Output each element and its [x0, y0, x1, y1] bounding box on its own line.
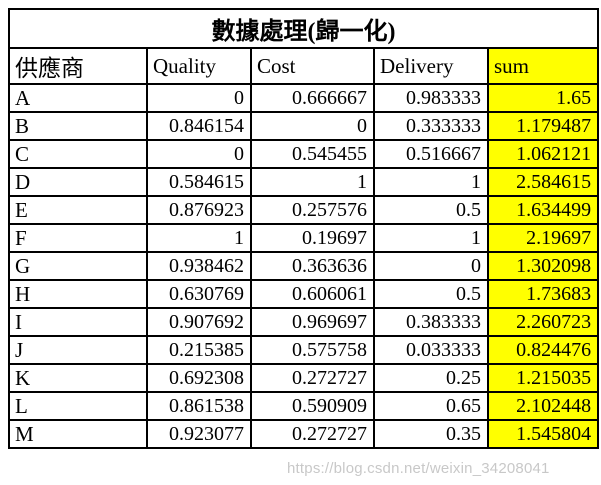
cell-quality: 0.923077 — [146, 419, 252, 449]
cell-quality: 0.630769 — [146, 279, 252, 309]
header-row: 供應商 Quality Cost Delivery sum — [8, 47, 600, 85]
cell-sum: 0.824476 — [486, 335, 600, 365]
cell-supplier: H — [8, 279, 148, 309]
table-row: C 0 0.545455 0.516667 1.062121 — [8, 139, 600, 169]
cell-sum: 2.19697 — [486, 223, 600, 253]
cell-delivery: 0.35 — [373, 419, 489, 449]
cell-quality: 0.692308 — [146, 363, 252, 393]
cell-supplier: I — [8, 307, 148, 337]
cell-cost: 1 — [250, 167, 375, 197]
table-body: A 0 0.666667 0.983333 1.65 B 0.846154 0 0.333333… — [8, 83, 600, 449]
table-row: F 1 0.19697 1 2.19697 — [8, 223, 600, 253]
cell-supplier: M — [8, 419, 148, 449]
table-row: A 0 0.666667 0.983333 1.65 — [8, 83, 600, 113]
table-row: K 0.692308 0.272727 0.25 1.215035 — [8, 363, 600, 393]
cell-delivery: 0 — [373, 251, 489, 281]
cell-delivery: 0.383333 — [373, 307, 489, 337]
table-row: E 0.876923 0.257576 0.5 1.634499 — [8, 195, 600, 225]
cell-sum: 1.179487 — [486, 111, 600, 141]
table-title: 數據處理(歸一化) — [7, 8, 600, 49]
cell-cost: 0.575758 — [250, 335, 375, 365]
cell-supplier: J — [8, 335, 148, 365]
cell-cost: 0.272727 — [250, 419, 375, 449]
cell-cost: 0.363636 — [250, 251, 375, 281]
cell-delivery: 1 — [373, 167, 489, 197]
cell-quality: 0.846154 — [146, 111, 252, 141]
cell-sum: 1.215035 — [486, 363, 600, 393]
cell-cost: 0.590909 — [250, 391, 375, 421]
cell-sum: 2.102448 — [486, 391, 600, 421]
cell-quality: 0 — [146, 139, 252, 169]
table-row: J 0.215385 0.575758 0.033333 0.824476 — [8, 335, 600, 365]
cell-quality: 0.861538 — [146, 391, 252, 421]
cell-cost: 0.272727 — [250, 363, 375, 393]
column-header-cost: Cost — [250, 47, 375, 85]
cell-quality: 0.938462 — [146, 251, 252, 281]
cell-sum: 1.302098 — [486, 251, 600, 281]
column-header-quality: Quality — [146, 47, 252, 85]
column-header-supplier: 供應商 — [8, 47, 148, 85]
cell-sum: 2.260723 — [486, 307, 600, 337]
cell-sum: 1.73683 — [486, 279, 600, 309]
normalization-table: 數據處理(歸一化) 供應商 Quality Cost Delivery sum … — [7, 8, 600, 449]
cell-cost: 0.969697 — [250, 307, 375, 337]
table-row: M 0.923077 0.272727 0.35 1.545804 — [8, 419, 600, 449]
column-header-sum: sum — [486, 47, 600, 85]
cell-sum: 1.062121 — [486, 139, 600, 169]
cell-sum: 1.545804 — [486, 419, 600, 449]
table-row: I 0.907692 0.969697 0.383333 2.260723 — [8, 307, 600, 337]
cell-delivery: 0.5 — [373, 195, 489, 225]
cell-cost: 0.19697 — [250, 223, 375, 253]
title-row: 數據處理(歸一化) — [7, 8, 600, 49]
cell-sum: 1.65 — [486, 83, 600, 113]
cell-quality: 0.876923 — [146, 195, 252, 225]
cell-supplier: L — [8, 391, 148, 421]
cell-quality: 0.215385 — [146, 335, 252, 365]
cell-cost: 0.545455 — [250, 139, 375, 169]
cell-quality: 0.907692 — [146, 307, 252, 337]
cell-supplier: K — [8, 363, 148, 393]
cell-supplier: F — [8, 223, 148, 253]
cell-quality: 1 — [146, 223, 252, 253]
cell-delivery: 0.983333 — [373, 83, 489, 113]
cell-delivery: 1 — [373, 223, 489, 253]
csdn-watermark: https://blog.csdn.net/weixin_34208041 — [287, 460, 550, 477]
cell-supplier: A — [8, 83, 148, 113]
cell-supplier: C — [8, 139, 148, 169]
cell-delivery: 0.516667 — [373, 139, 489, 169]
cell-cost: 0.257576 — [250, 195, 375, 225]
cell-delivery: 0.033333 — [373, 335, 489, 365]
cell-supplier: G — [8, 251, 148, 281]
cell-cost: 0.666667 — [250, 83, 375, 113]
table-row: G 0.938462 0.363636 0 1.302098 — [8, 251, 600, 281]
table-row: B 0.846154 0 0.333333 1.179487 — [8, 111, 600, 141]
cell-supplier: B — [8, 111, 148, 141]
table-row: D 0.584615 1 1 2.584615 — [8, 167, 600, 197]
cell-supplier: D — [8, 167, 148, 197]
cell-supplier: E — [8, 195, 148, 225]
cell-sum: 2.584615 — [486, 167, 600, 197]
cell-quality: 0.584615 — [146, 167, 252, 197]
cell-cost: 0 — [250, 111, 375, 141]
cell-quality: 0 — [146, 83, 252, 113]
table-row: L 0.861538 0.590909 0.65 2.102448 — [8, 391, 600, 421]
column-header-delivery: Delivery — [373, 47, 489, 85]
cell-delivery: 0.65 — [373, 391, 489, 421]
cell-sum: 1.634499 — [486, 195, 600, 225]
cell-cost: 0.606061 — [250, 279, 375, 309]
cell-delivery: 0.333333 — [373, 111, 489, 141]
table-row: H 0.630769 0.606061 0.5 1.73683 — [8, 279, 600, 309]
cell-delivery: 0.25 — [373, 363, 489, 393]
cell-delivery: 0.5 — [373, 279, 489, 309]
